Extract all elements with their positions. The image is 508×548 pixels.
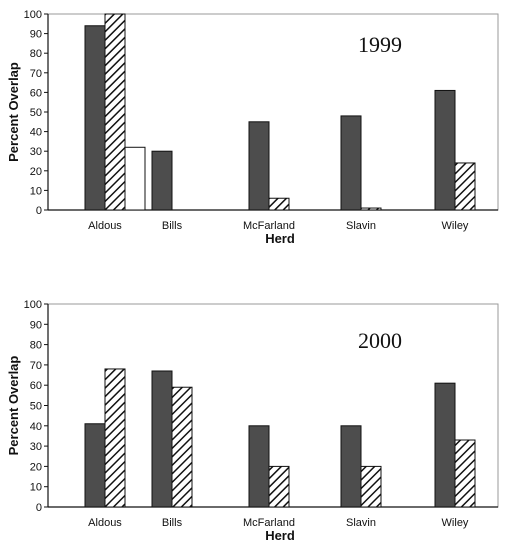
y-tick-label: 50 bbox=[30, 107, 42, 119]
chart-2000: 0 10 20 30 40 50 60 70 80 90 100 Aldous Bills McFarla… bbox=[6, 299, 499, 543]
y-tick-label: 60 bbox=[30, 380, 42, 392]
y-tick-label: 0 bbox=[36, 502, 42, 514]
category-label: Wiley bbox=[442, 220, 469, 232]
chart-title: 2000 bbox=[358, 328, 402, 353]
bar-wiley-series2 bbox=[454, 162, 476, 211]
x-axis-title: Herd bbox=[265, 231, 295, 246]
bar-slavin-series1 bbox=[340, 115, 362, 211]
y-tick-label: 80 bbox=[30, 340, 42, 352]
y-tick-label: 80 bbox=[30, 48, 42, 60]
category-label: McFarland bbox=[243, 517, 295, 529]
bar-aldous-series2 bbox=[104, 368, 126, 508]
bar-mcfarland-series2 bbox=[268, 465, 290, 508]
category-label: Bills bbox=[162, 220, 183, 232]
bar-wiley-series1 bbox=[434, 89, 456, 211]
y-tick-label: 10 bbox=[30, 185, 42, 197]
y-tick-label: 50 bbox=[30, 401, 42, 413]
category-label: Slavin bbox=[346, 517, 376, 529]
y-tick-label: 30 bbox=[30, 146, 42, 158]
y-axis-title: Percent Overlap bbox=[6, 356, 21, 456]
category-label: Bills bbox=[162, 517, 183, 529]
y-tick-label: 20 bbox=[30, 461, 42, 473]
y-tick-label: 100 bbox=[24, 9, 42, 21]
category-label: Slavin bbox=[346, 220, 376, 232]
bar-aldous-series1 bbox=[84, 25, 106, 211]
y-tick-label: 70 bbox=[30, 68, 42, 80]
bar-mcfarland-series2 bbox=[268, 197, 290, 211]
chart-1999: 0 10 20 30 40 50 60 70 80 90 100 Aldous Bills McFarla… bbox=[6, 9, 499, 246]
y-tick-label: 10 bbox=[30, 482, 42, 494]
y-tick-label: 70 bbox=[30, 360, 42, 372]
y-tick-label: 30 bbox=[30, 441, 42, 453]
bar-wiley-series1 bbox=[434, 382, 456, 508]
bar-aldous-series1 bbox=[84, 423, 106, 508]
bar-mcfarland-series1 bbox=[248, 121, 270, 211]
y-tick-label: 20 bbox=[30, 166, 42, 178]
y-tick-label: 90 bbox=[30, 29, 42, 41]
y-tick-label: 60 bbox=[30, 87, 42, 99]
y-tick-label: 90 bbox=[30, 319, 42, 331]
category-label: McFarland bbox=[243, 220, 295, 232]
bar-slavin-series2 bbox=[360, 465, 382, 508]
y-tick-label: 0 bbox=[36, 205, 42, 217]
category-label: Aldous bbox=[88, 517, 122, 529]
bar-bills-series2 bbox=[171, 386, 193, 508]
category-label: Wiley bbox=[442, 517, 469, 529]
y-tick-label: 40 bbox=[30, 127, 42, 139]
category-label: Aldous bbox=[88, 220, 122, 232]
bar-slavin-series2 bbox=[360, 207, 382, 211]
bar-aldous-series3 bbox=[124, 146, 146, 211]
bar-bills-series1 bbox=[151, 150, 173, 211]
x-axis-title: Herd bbox=[265, 528, 295, 543]
chart-title: 1999 bbox=[358, 32, 402, 57]
y-tick-label: 40 bbox=[30, 421, 42, 433]
bar-slavin-series1 bbox=[340, 425, 362, 508]
y-tick-label: 100 bbox=[24, 299, 42, 311]
bar-aldous-series2 bbox=[104, 13, 126, 211]
bar-mcfarland-series1 bbox=[248, 425, 270, 508]
y-axis-title: Percent Overlap bbox=[6, 62, 21, 162]
bar-wiley-series2 bbox=[454, 439, 476, 508]
bar-bills-series1 bbox=[151, 370, 173, 508]
